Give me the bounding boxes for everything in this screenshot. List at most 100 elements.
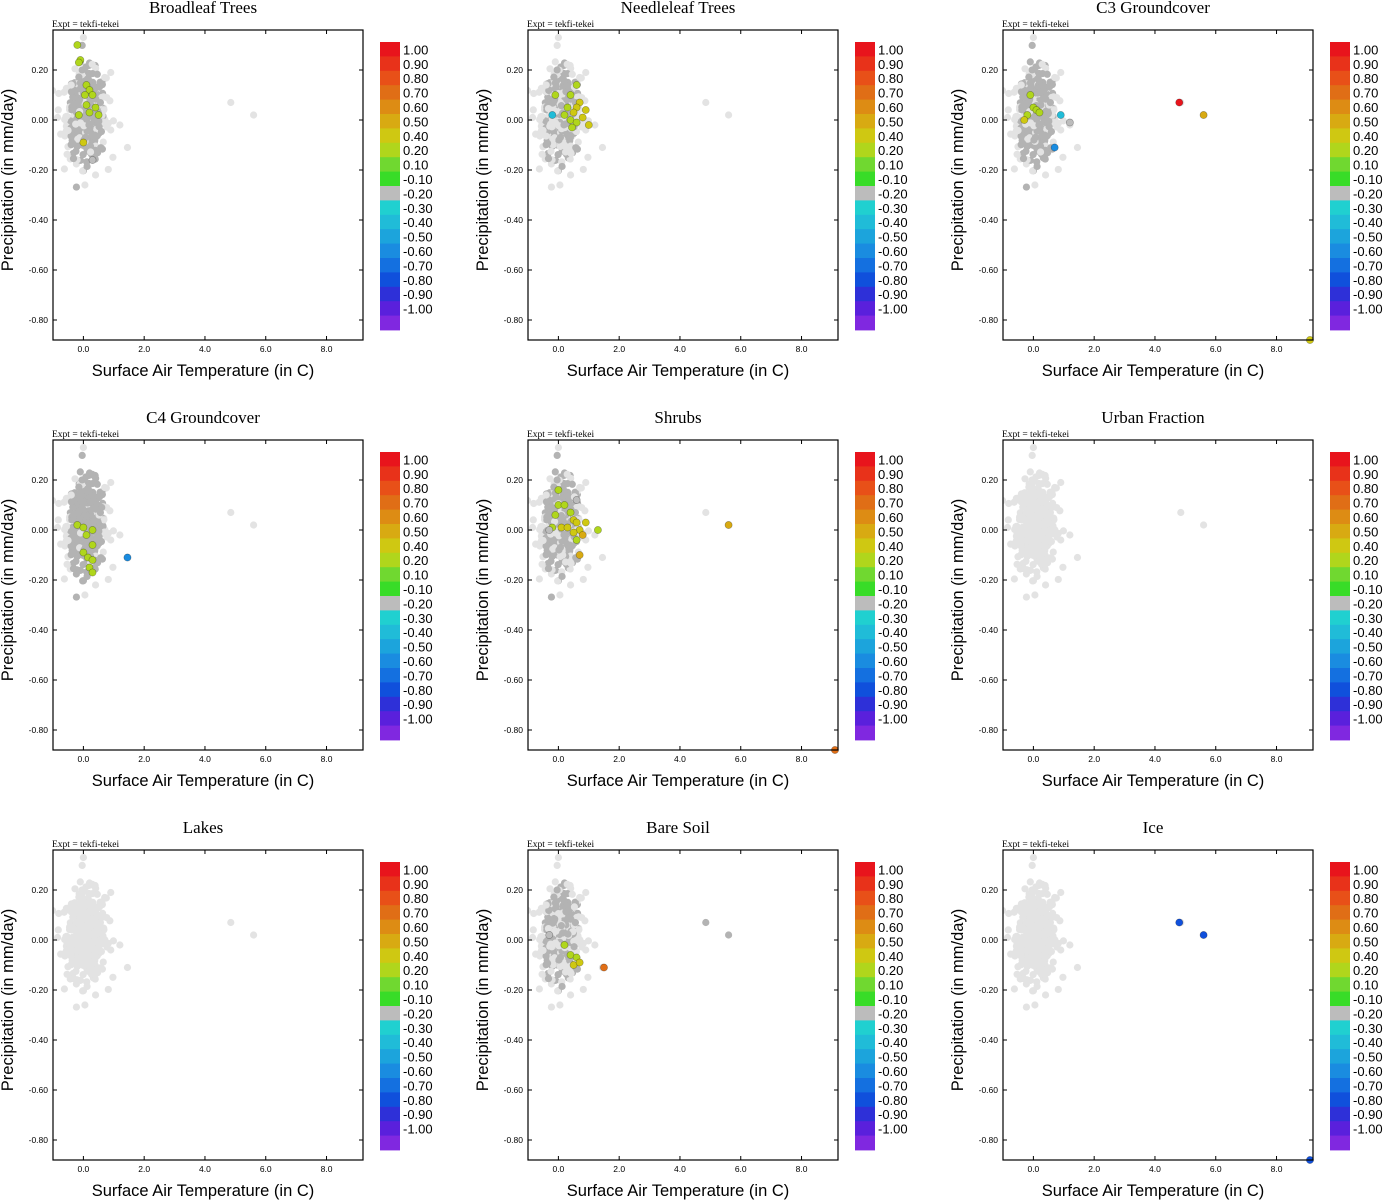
data-point <box>724 521 733 529</box>
background-point <box>546 885 554 893</box>
background-point <box>93 70 101 78</box>
colorbar-segment <box>1330 725 1350 741</box>
colorbar-segment <box>855 1020 875 1036</box>
background-point <box>72 967 80 975</box>
background-point <box>1041 544 1049 552</box>
colorbar-label: -0.50 <box>1353 640 1383 655</box>
y-tick-label: -0.80 <box>504 1135 524 1145</box>
colorbar-segment <box>855 56 875 72</box>
y-tick-label: 0.20 <box>981 65 998 75</box>
y-tick-label: 0.00 <box>31 525 48 535</box>
background-point <box>69 565 78 573</box>
colorbar-label: 0.70 <box>403 906 428 921</box>
y-tick-label: -0.20 <box>29 165 49 175</box>
background-point <box>70 86 78 95</box>
y-axis-label: Precipitation (in mm/day) <box>0 499 17 681</box>
background-point <box>557 922 565 930</box>
y-tick-label: -0.60 <box>29 1085 49 1095</box>
background-point <box>1011 525 1019 533</box>
data-point <box>548 111 557 119</box>
background-point <box>1050 528 1059 536</box>
colorbar-segment <box>380 934 400 949</box>
background-point <box>227 508 235 517</box>
x-tick-label: 8.0 <box>796 1164 808 1174</box>
background-point <box>568 480 576 488</box>
background-point <box>1017 81 1025 89</box>
data-point <box>568 123 576 132</box>
colorbar-label: 1.00 <box>403 42 428 57</box>
colorbar-label: -0.50 <box>403 230 433 245</box>
data-point <box>91 103 100 112</box>
colorbar-label: -0.60 <box>1353 654 1383 669</box>
y-axis-label: Precipitation (in mm/day) <box>474 909 492 1091</box>
background-point <box>75 893 83 901</box>
colorbar-segment <box>855 301 875 316</box>
background-point <box>542 491 550 499</box>
background-point <box>82 922 90 930</box>
background-point <box>1041 134 1049 142</box>
background-point <box>227 918 235 927</box>
background-point <box>1038 470 1046 478</box>
background-point <box>69 503 77 511</box>
expt-label: Expt = tekfi-tekei <box>52 839 119 850</box>
colorbar-label: -0.30 <box>878 1021 908 1036</box>
background-point <box>88 470 96 478</box>
background-point <box>95 83 104 91</box>
colorbar-label: 0.40 <box>403 539 428 554</box>
background-point <box>86 148 95 156</box>
colorbar-label: -0.30 <box>403 611 433 626</box>
colorbar-segment <box>380 962 400 978</box>
colorbar-segment <box>855 639 875 654</box>
data-point <box>1020 116 1029 124</box>
colorbar-label: 0.40 <box>403 949 428 964</box>
background-point <box>542 132 550 140</box>
plot-frame <box>527 849 839 1161</box>
background-point <box>91 134 99 142</box>
colorbar-segment <box>1330 301 1350 316</box>
background-point <box>570 903 579 911</box>
background-point <box>563 470 571 478</box>
background-point <box>554 167 562 175</box>
colorbar-segment <box>1330 200 1350 216</box>
background-point <box>1043 70 1051 78</box>
background-point <box>1026 468 1034 476</box>
background-point <box>53 933 62 942</box>
colorbar-label: -0.10 <box>878 172 908 187</box>
background-point <box>109 153 117 161</box>
colorbar-label: -1.00 <box>878 1122 908 1137</box>
background-point <box>72 147 80 155</box>
data-point <box>575 551 584 559</box>
background-point <box>1199 521 1208 529</box>
colorbar-label: -0.90 <box>878 287 908 302</box>
background-point <box>1028 66 1036 74</box>
background-point <box>1057 68 1065 77</box>
colorbar-segment <box>1330 128 1350 144</box>
y-tick-label: -0.20 <box>504 165 524 175</box>
background-point <box>101 483 109 492</box>
colorbar-label: -0.40 <box>1353 625 1383 640</box>
colorbar-segment <box>1330 99 1350 115</box>
data-point <box>572 536 581 544</box>
background-point <box>69 104 78 113</box>
background-point <box>545 496 553 505</box>
background-point <box>1041 171 1050 179</box>
x-tick-label: 6.0 <box>260 754 272 764</box>
colorbar-label: 1.00 <box>878 862 903 877</box>
background-point <box>536 542 544 550</box>
background-point <box>1022 183 1031 191</box>
colorbar-segment <box>380 56 400 72</box>
colorbar-label: 0.20 <box>403 553 428 568</box>
background-point <box>1054 165 1062 174</box>
expt-label: Expt = tekfi-tekei <box>1002 19 1069 30</box>
background-point <box>1021 65 1029 73</box>
background-point <box>85 487 93 495</box>
colorbar-label: 0.60 <box>878 510 903 525</box>
background-point <box>539 536 547 545</box>
colorbar-label: 0.40 <box>878 129 903 144</box>
background-point <box>109 937 118 945</box>
colorbar-segment <box>380 85 400 100</box>
background-point <box>1026 529 1035 537</box>
background-point <box>109 117 118 125</box>
